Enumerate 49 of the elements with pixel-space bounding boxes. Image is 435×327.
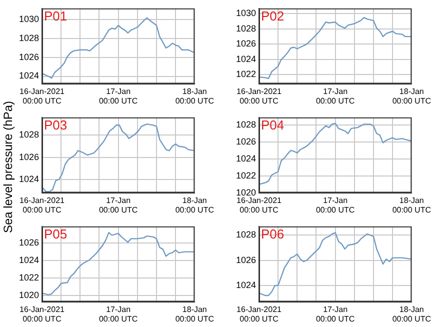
y-tick-label: 1022 [236, 170, 256, 180]
y-tick-label: 1026 [18, 152, 39, 162]
chart-title: P04 [261, 117, 284, 132]
x-tick-label: 18-Jan 00:00 UTC [175, 304, 214, 324]
x-tick-label: 18-Jan 00:00 UTC [392, 86, 432, 106]
y-tick-label: 1024 [18, 174, 39, 184]
y-tick-label: 1026 [236, 136, 256, 146]
x-tick-label: 16-Jan-2021 00:00 UTC [236, 196, 282, 214]
chart-title: P05 [44, 226, 68, 242]
y-tick-label: 1026 [236, 38, 256, 49]
y-tick-label: 1026 [18, 52, 39, 62]
y-tick-label: 1026 [18, 238, 39, 248]
x-tick-label: 18-Jan 00:00 UTC [392, 304, 432, 324]
y-tick-label: 1024 [18, 70, 39, 81]
y-tick-label: 1028 [18, 33, 39, 44]
y-tick-label: 1020 [236, 187, 256, 198]
chart-title: P06 [261, 226, 284, 242]
x-tick-label: 16-Jan-2021 00:00 UTC [236, 86, 282, 106]
x-tick-label: 17-Jan 00:00 UTC [98, 196, 138, 214]
y-axis-title: Sea level pressure (hPa) [1, 100, 15, 234]
chart-title: P01 [44, 8, 68, 24]
x-tick-label: 18-Jan 00:00 UTC [175, 86, 214, 106]
x-tick-label: 17-Jan 00:00 UTC [98, 86, 138, 106]
x-tick-label: 18-Jan 00:00 UTC [392, 196, 432, 214]
chart-title: P02 [261, 8, 284, 24]
y-tick-label: 1022 [236, 69, 256, 80]
x-tick-label: 17-Jan 00:00 UTC [316, 304, 355, 324]
y-tick-label: 1028 [236, 230, 256, 240]
x-tick-label: 16-Jan-2021 00:00 UTC [20, 196, 66, 214]
x-tick-label: 16-Jan-2021 00:00 UTC [20, 304, 66, 324]
x-tick-label: 17-Jan 00:00 UTC [316, 86, 355, 106]
y-tick-label: 1030 [236, 8, 256, 18]
y-tick-label: 1024 [236, 280, 256, 290]
x-tick-label: 16-Jan-2021 00:00 UTC [20, 86, 66, 106]
x-tick-label: 16-Jan-2021 00:00 UTC [236, 304, 282, 324]
x-tick-label: 17-Jan 00:00 UTC [98, 304, 138, 324]
y-tick-label: 1022 [18, 272, 39, 283]
y-tick-label: 1024 [236, 54, 256, 64]
x-tick-label: 18-Jan 00:00 UTC [175, 196, 214, 214]
y-tick-label: 1020 [18, 290, 39, 300]
y-tick-label: 1024 [18, 255, 39, 266]
x-tick-label: 17-Jan 00:00 UTC [316, 196, 355, 214]
chart-title: P03 [44, 117, 68, 132]
y-tick-label: 1024 [236, 153, 256, 164]
y-tick-label: 1028 [236, 23, 256, 34]
y-tick-label: 1028 [236, 120, 256, 130]
y-tick-label: 1030 [18, 14, 39, 24]
y-tick-label: 1028 [18, 130, 39, 140]
y-tick-label: 1026 [236, 254, 256, 265]
